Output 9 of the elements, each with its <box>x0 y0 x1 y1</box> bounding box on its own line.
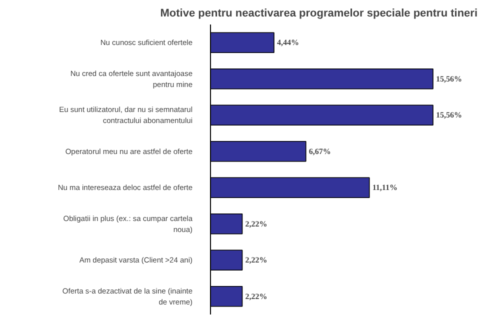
data-label: 11,11% <box>372 183 398 192</box>
data-label: 2,22% <box>245 256 268 265</box>
data-label: 15,56% <box>436 74 462 84</box>
data-label: 15,56% <box>436 110 462 120</box>
data-label: 2,22% <box>245 219 268 228</box>
data-label: 2,22% <box>245 292 268 301</box>
data-label: 6,67% <box>308 146 331 156</box>
chart-title: Motive pentru neactivarea programelor speciale pentru tineri <box>160 8 478 20</box>
data-label: 4,44% <box>276 38 299 48</box>
